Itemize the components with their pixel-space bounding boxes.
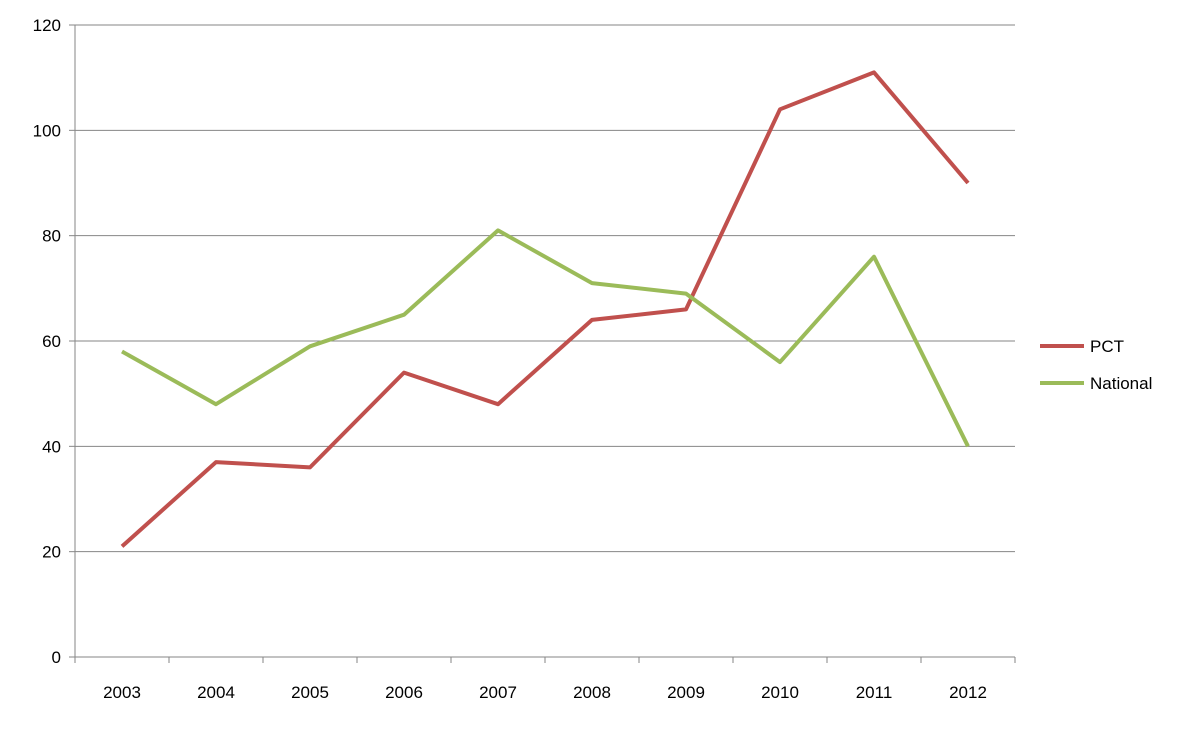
x-tick-label: 2010 <box>761 683 799 702</box>
y-tick-label: 0 <box>52 648 61 667</box>
x-tick-label: 2009 <box>667 683 705 702</box>
y-tick-label: 60 <box>42 332 61 351</box>
x-tick-label: 2007 <box>479 683 517 702</box>
series-lines <box>120 70 970 548</box>
legend-label: National <box>1090 374 1152 393</box>
legend-label: PCT <box>1090 337 1124 356</box>
x-tick-label: 2006 <box>385 683 423 702</box>
x-tick-label: 2008 <box>573 683 611 702</box>
series-line-national <box>121 228 970 448</box>
x-tick-label: 2012 <box>949 683 987 702</box>
x-tick-label: 2004 <box>197 683 235 702</box>
x-tick-label: 2005 <box>291 683 329 702</box>
y-tick-label: 120 <box>33 16 61 35</box>
y-tick-label: 80 <box>42 227 61 246</box>
legend: PCT National <box>1040 337 1152 393</box>
x-tick-label: 2003 <box>103 683 141 702</box>
axes: 0 20 40 60 80 100 120 2003 2004 2005 2006 2007 2008 2… <box>33 16 1016 702</box>
y-tick-label: 40 <box>42 437 61 456</box>
series-line-pct <box>120 70 970 548</box>
y-tick-label: 100 <box>33 121 61 140</box>
gridlines <box>75 24 1015 553</box>
y-tick-label: 20 <box>42 543 61 562</box>
x-tick-label: 2011 <box>856 683 893 702</box>
